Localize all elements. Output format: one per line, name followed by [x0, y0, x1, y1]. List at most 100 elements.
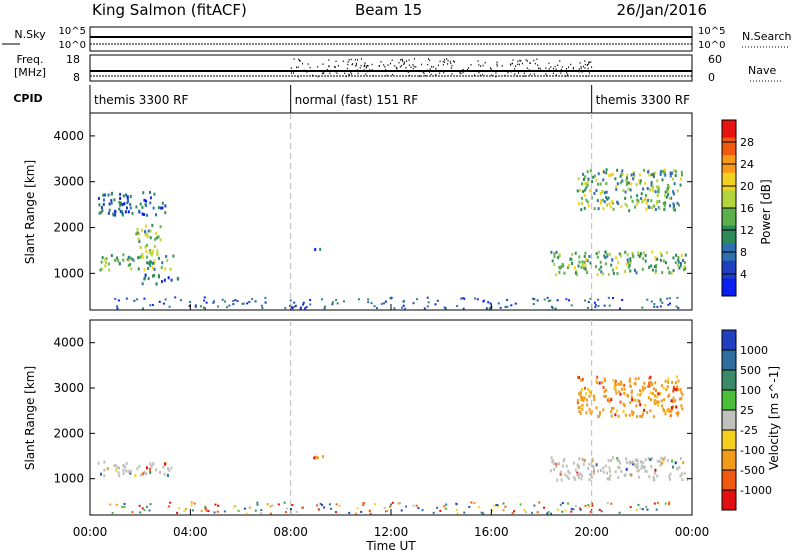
range-cell [146, 235, 149, 239]
range-cell [664, 379, 667, 383]
range-cell [611, 258, 614, 262]
range-cell [618, 252, 621, 256]
range-cell [178, 507, 181, 510]
range-cell [606, 253, 609, 257]
nave-sample [326, 68, 328, 71]
range-cell [592, 394, 595, 398]
range-cell [659, 305, 662, 308]
range-cell [587, 387, 590, 391]
range-cell [662, 407, 665, 411]
range-cell [656, 474, 659, 478]
range-cell [145, 250, 148, 254]
nave-sample [412, 63, 414, 66]
range-cell [558, 253, 561, 257]
range-cell [115, 503, 118, 506]
range-cell [549, 299, 552, 302]
range-cell [609, 205, 612, 209]
range-cell [110, 192, 113, 196]
nave-sample [555, 68, 557, 71]
range-cell [638, 399, 641, 403]
nave-sample [447, 59, 449, 62]
range-cell [631, 253, 634, 257]
range-cell [650, 465, 653, 469]
range-cell [136, 298, 139, 301]
range-cell [658, 459, 661, 463]
colorbar-tick-label: 1000 [740, 344, 768, 357]
range-cell [291, 307, 294, 310]
range-cell [581, 263, 584, 267]
nave-tick-bottom: 0 [708, 71, 715, 84]
range-cell [671, 459, 674, 463]
range-cell [499, 306, 502, 309]
range-cell [630, 182, 633, 186]
nave-sample [449, 69, 451, 72]
range-cell [121, 203, 124, 207]
colorbar-swatch [722, 190, 736, 209]
range-cell [639, 393, 642, 397]
nave-sample [354, 58, 356, 61]
range-cell [665, 195, 668, 199]
nave-sample [495, 75, 497, 78]
range-cell [664, 201, 667, 205]
range-cell [665, 251, 668, 255]
range-cell [644, 403, 647, 407]
range-cell [654, 394, 657, 398]
nave-sample [480, 70, 482, 72]
nave-sample [363, 69, 365, 71]
nave-sample [548, 68, 550, 70]
range-cell [109, 503, 112, 506]
range-cell [299, 307, 302, 310]
nave-sample [297, 75, 299, 78]
range-cell [115, 305, 118, 308]
range-cell [114, 258, 117, 262]
range-cell [655, 185, 658, 189]
range-cell [632, 172, 635, 176]
range-cell [654, 171, 657, 175]
range-cell [580, 397, 583, 401]
range-cell [603, 377, 606, 381]
range-cell [636, 194, 639, 198]
nave-sample [567, 73, 569, 76]
nave-sample [395, 66, 397, 69]
range-cell [608, 397, 611, 401]
range-cell [676, 263, 679, 267]
range-cell [160, 206, 163, 210]
range-cell [629, 401, 632, 405]
range-cell [284, 307, 287, 310]
range-cell [625, 467, 628, 471]
range-cell [675, 405, 678, 409]
range-cell [582, 462, 585, 466]
nave-sample [466, 68, 468, 71]
range-cell [149, 196, 152, 200]
range-cell [348, 511, 351, 514]
range-cell [641, 385, 644, 389]
range-cell [141, 282, 144, 286]
range-cell [641, 412, 644, 416]
range-cell [587, 179, 590, 183]
range-cell [584, 504, 587, 507]
range-cell [145, 466, 148, 470]
range-cell [170, 278, 173, 282]
range-cell [629, 260, 632, 264]
range-cell [160, 266, 163, 270]
cpid-row: CPID themis 3300 RF normal (fast) 151 RF t… [13, 85, 690, 113]
range-cell [650, 381, 653, 385]
nave-sample [408, 64, 410, 66]
nave-label: Nave [748, 64, 776, 77]
range-cell [663, 456, 666, 460]
range-cell [639, 179, 642, 183]
range-cell [661, 178, 664, 182]
range-cell [226, 306, 229, 309]
range-cell [143, 276, 146, 280]
range-cell [618, 511, 621, 514]
range-cell [661, 404, 664, 408]
range-cell [122, 506, 125, 509]
range-cell [156, 252, 159, 256]
range-cell [641, 414, 644, 418]
cpid-segments: themis 3300 RF normal (fast) 151 RF themis… [89, 85, 690, 113]
range-cell [357, 298, 360, 301]
nave-sample [565, 67, 567, 70]
nave-sample [452, 60, 454, 62]
range-cell [653, 305, 656, 308]
range-cell [557, 255, 560, 259]
